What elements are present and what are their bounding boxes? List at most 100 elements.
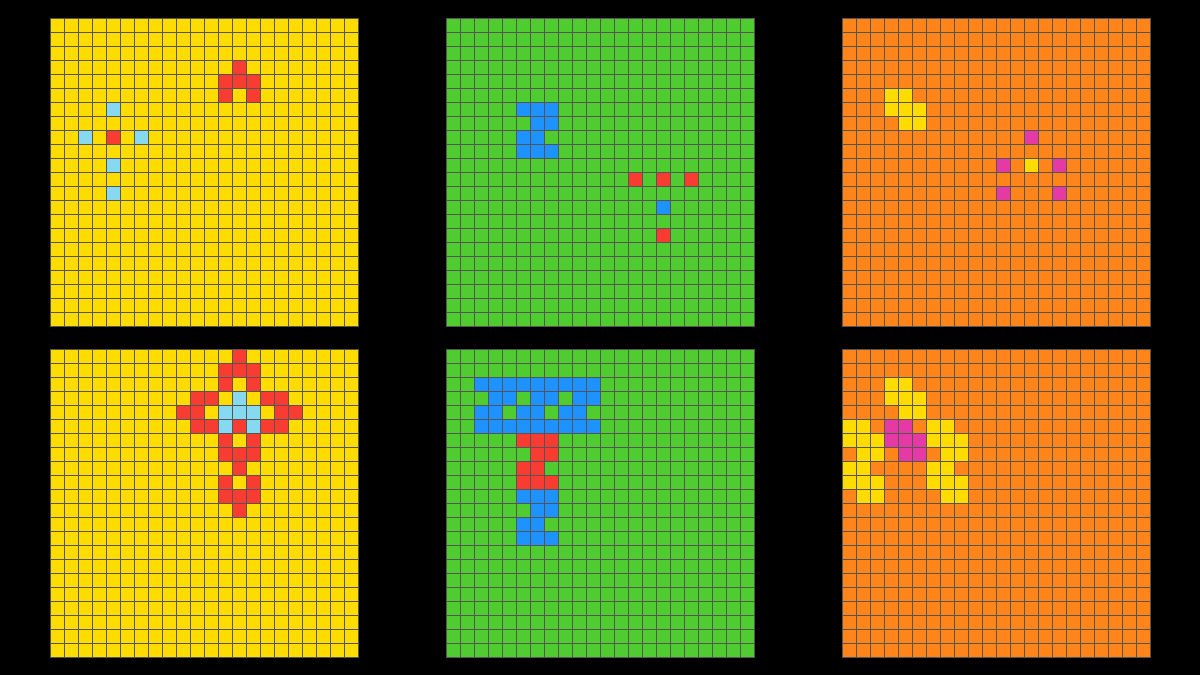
cell: [218, 228, 233, 243]
cell: [1010, 461, 1025, 476]
cell: [726, 158, 741, 173]
cell: [218, 433, 233, 448]
cell: [912, 391, 927, 406]
cell: [740, 615, 755, 630]
cell: [260, 284, 275, 299]
cell: [586, 74, 601, 89]
cell: [558, 573, 573, 588]
cell: [982, 447, 997, 462]
cell: [274, 32, 289, 47]
cell: [204, 242, 219, 257]
cell: [50, 363, 65, 378]
cell: [1066, 284, 1081, 299]
cell: [856, 461, 871, 476]
cell: [78, 46, 93, 61]
cell: [260, 60, 275, 75]
cell: [996, 559, 1011, 574]
cell: [460, 242, 475, 257]
cell: [148, 172, 163, 187]
cell: [460, 256, 475, 271]
cell: [614, 102, 629, 117]
cell: [740, 18, 755, 33]
cell: [912, 517, 927, 532]
cell: [488, 158, 503, 173]
cell: [656, 284, 671, 299]
cell: [614, 298, 629, 313]
cell: [502, 531, 517, 546]
cell: [1038, 419, 1053, 434]
cell: [1052, 32, 1067, 47]
cell: [544, 475, 559, 490]
cell: [1024, 601, 1039, 616]
cell: [1094, 503, 1109, 518]
cell: [260, 228, 275, 243]
cell: [870, 88, 885, 103]
cell: [106, 130, 121, 145]
cell: [134, 573, 149, 588]
cell: [516, 228, 531, 243]
cell: [726, 130, 741, 145]
cell: [1122, 18, 1137, 33]
cell: [586, 363, 601, 378]
cell: [558, 228, 573, 243]
cell: [1136, 256, 1151, 271]
cell: [586, 144, 601, 159]
cell: [842, 284, 857, 299]
cell: [698, 559, 713, 574]
cell: [982, 270, 997, 285]
cell: [558, 214, 573, 229]
cell: [856, 573, 871, 588]
cell: [954, 489, 969, 504]
cell: [1136, 433, 1151, 448]
cell: [954, 130, 969, 145]
cell: [968, 475, 983, 490]
cell: [474, 144, 489, 159]
cell: [316, 447, 331, 462]
cell: [1108, 587, 1123, 602]
cell: [78, 312, 93, 327]
cell: [302, 461, 317, 476]
cell: [870, 629, 885, 644]
cell: [544, 405, 559, 420]
cell: [120, 256, 135, 271]
cell: [516, 349, 531, 364]
cell: [50, 242, 65, 257]
cell: [558, 144, 573, 159]
cell: [92, 242, 107, 257]
cell: [316, 200, 331, 215]
cell: [614, 643, 629, 658]
cell: [572, 60, 587, 75]
cell: [260, 214, 275, 229]
cell: [726, 172, 741, 187]
cell: [1108, 60, 1123, 75]
cell: [1052, 503, 1067, 518]
cell: [684, 587, 699, 602]
cell: [656, 643, 671, 658]
cell: [246, 228, 261, 243]
cell: [586, 573, 601, 588]
cell: [516, 116, 531, 131]
cell: [50, 256, 65, 271]
cell: [120, 461, 135, 476]
cell: [176, 349, 191, 364]
cell: [1136, 349, 1151, 364]
cell: [600, 489, 615, 504]
cell: [260, 88, 275, 103]
cell: [460, 377, 475, 392]
cell: [856, 405, 871, 420]
cell: [344, 349, 359, 364]
cell: [64, 377, 79, 392]
cell: [912, 419, 927, 434]
cell: [530, 447, 545, 462]
cell: [968, 158, 983, 173]
cell: [64, 18, 79, 33]
cell: [572, 559, 587, 574]
cell: [614, 144, 629, 159]
cell: [842, 242, 857, 257]
cell: [474, 545, 489, 560]
cell: [1108, 615, 1123, 630]
cell: [204, 545, 219, 560]
cell: [884, 377, 899, 392]
cell: [162, 200, 177, 215]
cell: [246, 256, 261, 271]
